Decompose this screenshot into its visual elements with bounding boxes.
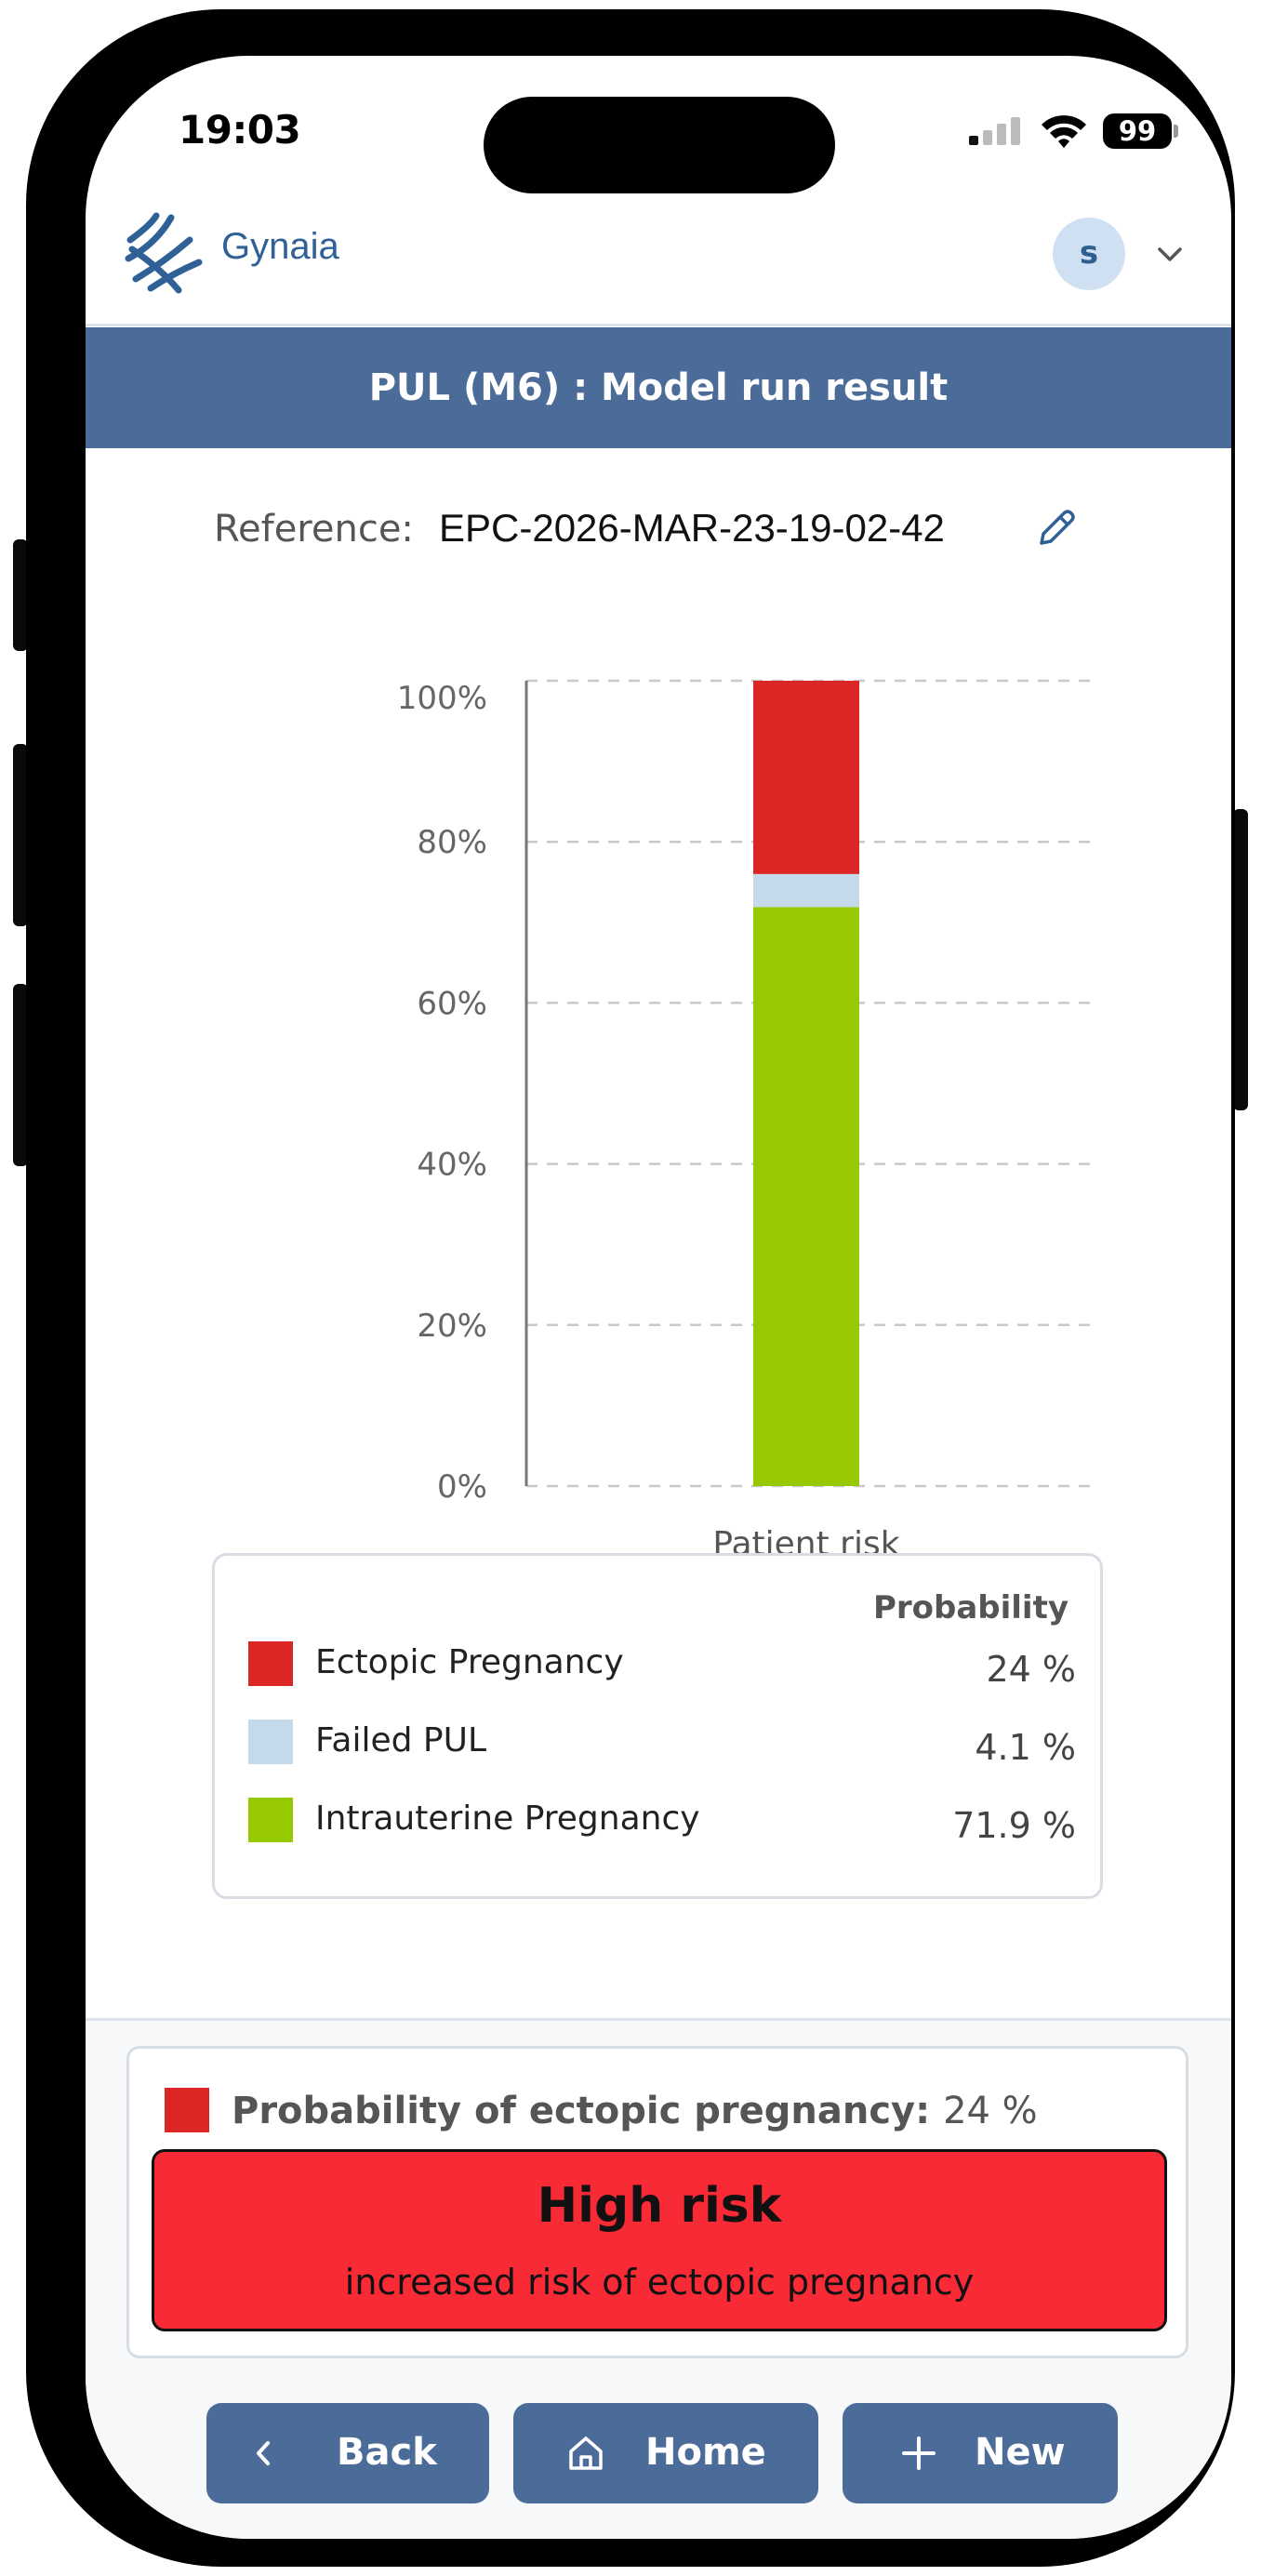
power-button — [1233, 809, 1248, 1110]
risk-probability-text: Probability of ectopic pregnancy: 24 % — [232, 2090, 1038, 2132]
legend-item-intrauterine: Intrauterine Pregnancy 71.9 % — [248, 1794, 1076, 1850]
battery-indicator: 99 — [1103, 113, 1172, 149]
reference-row: Reference: EPC-2026-MAR-23-19-02-42 — [214, 502, 1107, 558]
risk-probability-label: Probability of ectopic pregnancy: — [232, 2090, 931, 2132]
plus-icon — [902, 2437, 936, 2470]
risk-summary-card: Probability of ectopic pregnancy: 24 % H… — [126, 2046, 1188, 2358]
legend-swatch-failed-pul — [248, 1720, 293, 1764]
brand-name[interactable]: Gynaia — [221, 226, 339, 267]
phone-frame: 19:03 99 Gynaia s — [26, 9, 1235, 2567]
new-label: New — [975, 2431, 1066, 2474]
home-button[interactable]: Home — [513, 2403, 818, 2503]
risk-description: increased risk of ectopic pregnancy — [344, 2262, 975, 2303]
y-tick-label: 100% — [397, 680, 487, 717]
legend-value: 4.1 % — [975, 1727, 1076, 1768]
home-icon — [569, 2437, 603, 2470]
y-tick-label: 80% — [417, 824, 487, 861]
back-label: Back — [337, 2431, 437, 2474]
user-avatar[interactable]: s — [1053, 218, 1125, 290]
y-tick-label: 40% — [417, 1147, 487, 1184]
reference-value: EPC-2026-MAR-23-19-02-42 — [439, 506, 945, 550]
bar-segment-intrauterine-pregnancy — [753, 907, 859, 1486]
bar-segment-failed-pul — [753, 873, 859, 908]
risk-swatch — [165, 2088, 209, 2132]
action-button — [13, 539, 28, 651]
legend-label: Intrauterine Pregnancy — [315, 1799, 700, 1838]
legend-label: Ectopic Pregnancy — [315, 1643, 624, 1681]
legend-item-failed-pul: Failed PUL 4.1 % — [248, 1716, 1076, 1772]
volume-down-button — [13, 984, 28, 1166]
reference-label: Reference: — [214, 508, 414, 551]
risk-probability-value: 24 % — [943, 2090, 1038, 2132]
cellular-signal-icon — [969, 117, 1020, 145]
risk-level: High risk — [537, 2178, 782, 2234]
home-label: Home — [645, 2431, 766, 2474]
legend-swatch-intrauterine — [248, 1798, 293, 1842]
gynaia-logo-icon[interactable] — [123, 212, 205, 294]
y-tick-label: 60% — [417, 985, 487, 1022]
risk-chart: 0% 20% 40% 60% 80% 100% Patient risk — [397, 679, 1090, 1553]
app-header — [86, 208, 1231, 326]
volume-up-button — [13, 744, 28, 926]
edit-pencil-icon[interactable] — [1032, 504, 1081, 552]
dynamic-island — [484, 97, 835, 193]
legend-value: 71.9 % — [952, 1805, 1076, 1846]
x-axis-label: Patient risk — [712, 1525, 899, 1553]
chevron-down-icon[interactable] — [1153, 238, 1187, 272]
probability-header: Probability — [872, 1589, 1069, 1627]
status-time: 19:03 — [179, 107, 301, 153]
battery-nub — [1174, 125, 1178, 138]
screen: 19:03 99 Gynaia s — [86, 56, 1231, 2539]
new-button[interactable]: New — [843, 2403, 1118, 2503]
back-button[interactable]: Back — [206, 2403, 489, 2503]
bar-segment-ectopic-pregnancy — [753, 681, 859, 874]
probability-legend: Probability Ectopic Pregnancy 24 % Faile… — [212, 1553, 1103, 1899]
legend-item-ectopic: Ectopic Pregnancy 24 % — [248, 1638, 1076, 1693]
page-title: PUL (M6) : Model run result — [86, 327, 1231, 448]
wifi-icon — [1042, 115, 1086, 148]
y-tick-label: 0% — [437, 1468, 487, 1506]
legend-swatch-ectopic — [248, 1641, 293, 1686]
chevron-left-icon — [257, 2441, 270, 2465]
legend-label: Failed PUL — [315, 1721, 487, 1759]
legend-value: 24 % — [986, 1649, 1076, 1690]
y-tick-label: 20% — [417, 1308, 487, 1345]
risk-level-banner: High risk increased risk of ectopic preg… — [152, 2149, 1167, 2331]
